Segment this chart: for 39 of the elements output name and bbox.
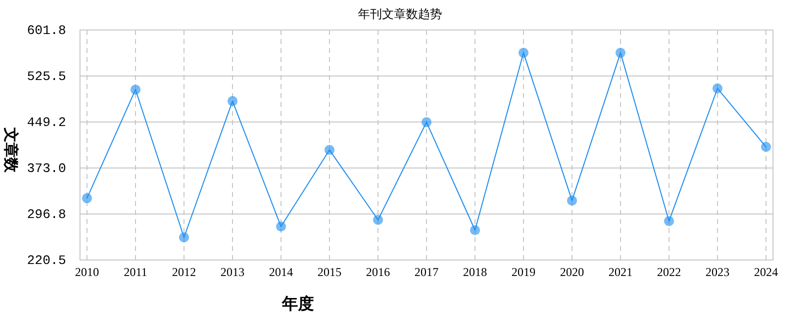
point xyxy=(82,193,92,204)
point xyxy=(761,142,771,152)
x-tick-label: 2022 xyxy=(657,265,681,279)
y-tick-label: 296.8 xyxy=(26,206,66,222)
point xyxy=(518,48,528,58)
point xyxy=(664,216,674,226)
point xyxy=(130,84,140,95)
y-axis-title: 文章数 xyxy=(2,126,20,174)
y-tick-label: 220.5 xyxy=(26,253,66,268)
point xyxy=(712,83,722,94)
point xyxy=(373,214,383,225)
x-tick-label: 2010 xyxy=(75,265,99,279)
x-tick-label: 2021 xyxy=(608,265,632,279)
x-tick-label: 2013 xyxy=(220,265,244,279)
point xyxy=(470,225,480,236)
point xyxy=(228,96,238,106)
x-axis-title: 年度 xyxy=(281,294,314,313)
point xyxy=(567,196,577,206)
x-tick-label: 2011 xyxy=(124,265,148,279)
point xyxy=(324,144,334,155)
x-tick-label: 2016 xyxy=(366,265,390,279)
x-tick-label: 2017 xyxy=(414,265,438,279)
x-tick-label: 2012 xyxy=(172,265,196,279)
y-tick-label: 449.2 xyxy=(26,115,66,130)
x-tick-label: 2018 xyxy=(463,265,487,279)
point xyxy=(616,48,626,58)
x-tick-label: 2015 xyxy=(318,265,342,279)
x-tick-label: 2024 xyxy=(754,265,778,279)
x-tick-label: 2019 xyxy=(512,265,536,279)
y-tick-label: 525.5 xyxy=(26,69,66,84)
point xyxy=(422,117,432,128)
chart-title: 年刊文章数趋势 xyxy=(358,7,442,21)
x-tick-label: 2023 xyxy=(706,265,730,279)
x-tick-label: 2014 xyxy=(269,265,293,279)
point xyxy=(179,232,189,242)
point xyxy=(276,222,286,232)
y-tick-label: 373.0 xyxy=(26,161,66,176)
x-tick-label: 2020 xyxy=(560,265,584,279)
y-tick-label: 601.8 xyxy=(26,23,66,38)
